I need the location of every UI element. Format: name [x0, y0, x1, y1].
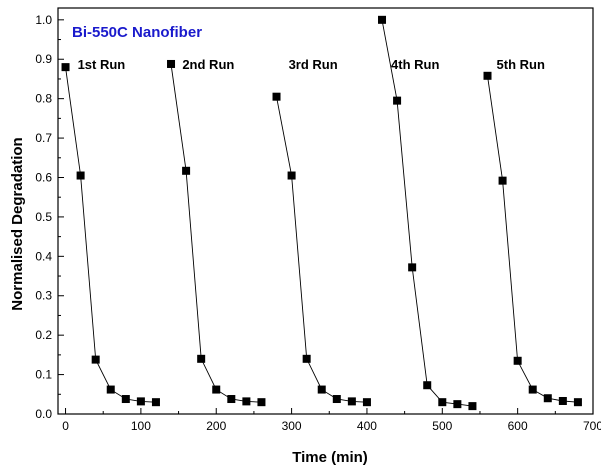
data-point-5-1: [483, 71, 492, 80]
data-point-4-7: [468, 402, 477, 411]
x-tick-label-5: 500: [432, 419, 452, 433]
series-line-2: [170, 63, 262, 403]
run-label-3: 3rd Run: [289, 57, 338, 72]
data-point-5-3: [513, 356, 522, 365]
data-point-3-7: [362, 398, 371, 407]
data-point-4-2: [393, 96, 402, 105]
y-tick-label-9: 0.9: [35, 52, 52, 66]
data-point-4-3: [408, 263, 417, 272]
series-points: [61, 15, 582, 411]
y-tick-label-5: 0.5: [35, 210, 52, 224]
data-point-3-6: [347, 397, 356, 406]
y-tick-label-6: 0.6: [35, 170, 52, 184]
axes: [57, 7, 594, 415]
data-point-2-2: [182, 166, 191, 175]
x-tick-label-6: 600: [508, 419, 528, 433]
x-tick-label-3: 300: [282, 419, 302, 433]
data-point-2-4: [212, 385, 221, 394]
tick-labels: 0 100 200 300 400 500 600 700 0.0 0.1 0.2 0.3 0.4 0.5…: [35, 13, 601, 433]
data-point-1-5: [121, 395, 130, 404]
y-tick-label-3: 0.3: [35, 289, 52, 303]
y-axis-title: Normalised Degradation: [9, 137, 26, 310]
data-point-5-6: [558, 396, 567, 405]
x-tick-label-7: 700: [583, 419, 601, 433]
x-tick-label-1: 100: [131, 419, 151, 433]
data-point-1-4: [106, 385, 115, 394]
data-point-2-3: [197, 354, 206, 363]
x-tick-label-2: 200: [206, 419, 226, 433]
data-point-5-5: [543, 394, 552, 403]
run-labels: 1st Run 2nd Run 3rd Run 4th Run 5th Run: [78, 57, 545, 72]
data-point-3-5: [332, 395, 341, 404]
data-point-5-7: [573, 398, 582, 407]
data-point-3-4: [317, 385, 326, 394]
run-label-2: 2nd Run: [182, 57, 234, 72]
x-tick-label-0: 0: [62, 419, 69, 433]
run-label-4: 4th Run: [391, 57, 439, 72]
y-tick-label-7: 0.7: [35, 131, 52, 145]
x-tick-label-4: 400: [357, 419, 377, 433]
data-point-2-6: [242, 397, 251, 406]
data-point-5-2: [498, 176, 507, 185]
data-point-1-7: [151, 398, 160, 407]
series-line-3: [276, 96, 367, 403]
data-point-1-2: [76, 171, 85, 180]
data-point-3-2: [287, 171, 296, 180]
series-line-1: [65, 67, 157, 403]
y-tick-label-0: 0.0: [35, 407, 52, 421]
data-point-1-3: [91, 355, 100, 364]
data-point-2-5: [227, 395, 236, 404]
y-tick-label-10: 1.0: [35, 13, 52, 27]
data-point-1-6: [136, 397, 145, 406]
series-line-5: [487, 75, 578, 403]
series-lines: [65, 19, 578, 407]
series-line-4: [381, 19, 473, 407]
x-axis-title: Time (min): [292, 449, 368, 466]
y-tick-label-1: 0.1: [35, 368, 52, 382]
run-label-1: 1st Run: [78, 57, 126, 72]
data-point-3-1: [272, 92, 281, 101]
data-point-4-5: [438, 398, 447, 407]
run-label-5: 5th Run: [497, 57, 545, 72]
chart-title: Bi-550C Nanofiber: [72, 24, 202, 41]
data-point-4-1: [378, 15, 387, 24]
data-point-1-1: [61, 63, 70, 72]
data-point-3-3: [302, 354, 311, 363]
data-point-2-1: [167, 59, 176, 68]
data-point-4-6: [453, 400, 462, 409]
data-point-4-4: [423, 381, 432, 390]
plot-frame: [57, 7, 594, 415]
y-tick-label-2: 0.2: [35, 328, 52, 342]
data-point-5-4: [528, 385, 537, 394]
data-point-2-7: [257, 398, 266, 407]
tick-marks: [58, 19, 594, 415]
y-tick-label-4: 0.4: [35, 249, 52, 263]
y-tick-label-8: 0.8: [35, 92, 52, 106]
